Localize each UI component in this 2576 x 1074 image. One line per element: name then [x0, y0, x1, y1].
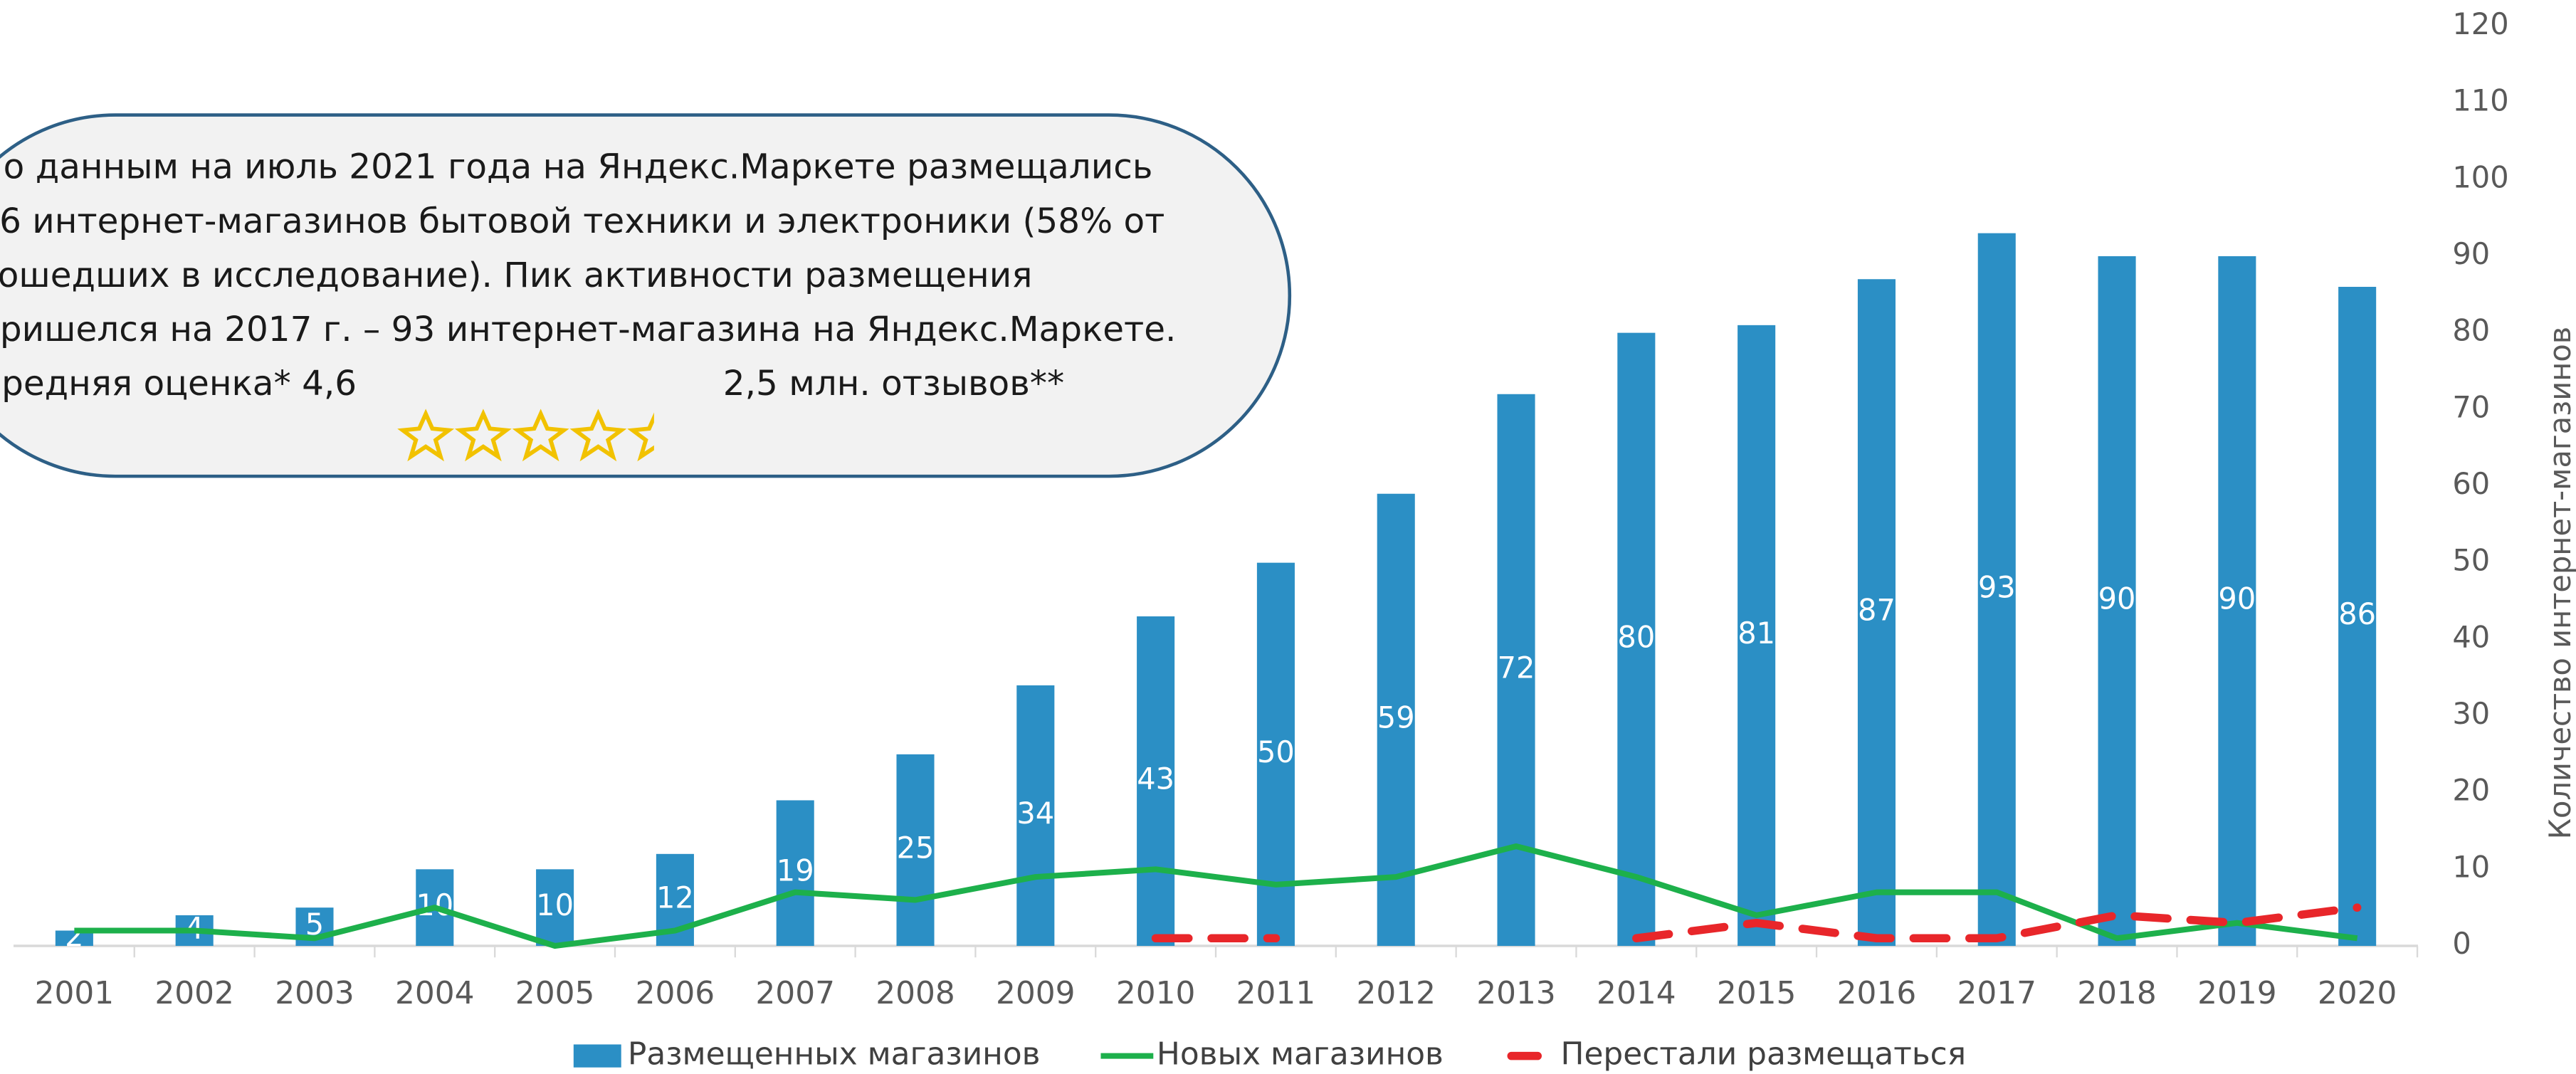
- bar: [896, 754, 935, 947]
- bar: [2338, 287, 2377, 947]
- value-label: 86: [2338, 596, 2376, 631]
- rating-stars: [397, 409, 654, 462]
- bar: [776, 800, 814, 947]
- x-tick-label: 2010: [1116, 975, 1196, 1011]
- x-tick-label: 2007: [755, 975, 835, 1011]
- x-tick-label: 2009: [996, 975, 1076, 1011]
- value-label: 81: [1738, 616, 1775, 651]
- bar: [1617, 332, 1656, 947]
- annotation-line: 86 интернет-магазинов бытовой техники и …: [0, 201, 1165, 241]
- bar: [2218, 256, 2256, 947]
- x-tick-label: 2008: [876, 975, 955, 1011]
- bar: [1137, 616, 1175, 947]
- x-tick-label: 2005: [515, 975, 595, 1011]
- x-tick-label: 2019: [2197, 975, 2277, 1011]
- y-tick-label: 110: [2452, 83, 2508, 118]
- bar: [536, 869, 574, 947]
- x-tick-label: 2006: [636, 975, 715, 1011]
- bar: [55, 930, 93, 947]
- bar: [1016, 685, 1055, 947]
- annotation-box: [0, 113, 1292, 478]
- y-tick-label: 120: [2452, 6, 2508, 41]
- y-tick-label: 90: [2452, 236, 2490, 271]
- value-label: 19: [777, 853, 814, 888]
- annotation-rating: Средняя оценка* 4,6: [0, 364, 357, 404]
- annotation-reviews: 2,5 млн. отзывов**: [723, 364, 1064, 404]
- x-tick-label: 2017: [1957, 975, 2036, 1011]
- annotation-line: пришелся на 2017 г. – 93 интернет-магази…: [0, 310, 1176, 349]
- x-tick-label: 2003: [275, 975, 354, 1011]
- bar: [1977, 233, 2016, 947]
- legend-label: Новых магазинов: [1157, 1036, 1444, 1073]
- y-tick-label: 10: [2452, 849, 2490, 884]
- x-tick-label: 2013: [1476, 975, 1556, 1011]
- bar: [1377, 493, 1415, 947]
- value-label: 90: [2218, 581, 2256, 616]
- y-axis-label: Количество интернет-магазинов: [2543, 327, 2576, 840]
- y-tick-label: 60: [2452, 466, 2490, 501]
- bar: [1497, 394, 1535, 947]
- value-label: 2: [65, 918, 83, 953]
- value-label: 59: [1377, 700, 1415, 735]
- y-tick-label: 100: [2452, 159, 2508, 194]
- y-tick-label: 0: [2452, 926, 2471, 961]
- bar: [1857, 279, 1896, 947]
- value-label: 34: [1016, 796, 1054, 831]
- value-label: 93: [1978, 569, 2016, 604]
- value-label: 43: [1137, 762, 1174, 796]
- annotation-line: вошедших в исследование). Пик активности…: [0, 256, 1032, 295]
- x-tick-label: 2020: [2318, 975, 2397, 1011]
- legend-label: Размещенных магазинов: [628, 1036, 1041, 1073]
- x-tick-label: 2004: [395, 975, 475, 1011]
- value-label: 50: [1257, 735, 1295, 769]
- x-tick-label: 2002: [154, 975, 234, 1011]
- y-tick-label: 40: [2452, 619, 2490, 654]
- x-tick-label: 2018: [2077, 975, 2157, 1011]
- value-label: 10: [536, 888, 574, 922]
- value-label: 90: [2098, 581, 2136, 616]
- y-tick-label: 80: [2452, 313, 2490, 348]
- x-tick-label: 2012: [1356, 975, 1436, 1011]
- x-tick-label: 2014: [1597, 975, 1676, 1011]
- y-tick-label: 70: [2452, 389, 2490, 424]
- value-label: 12: [656, 880, 694, 915]
- annotation-line: По данным на июль 2021 года на Яндекс.Ма…: [0, 147, 1152, 187]
- legend-label: Перестали размещаться: [1561, 1036, 1967, 1073]
- bar: [1738, 325, 1776, 947]
- line: [74, 843, 2358, 949]
- value-label: 87: [1858, 593, 1896, 628]
- x-tick-label: 2015: [1717, 975, 1797, 1011]
- legend-swatch: [573, 1044, 621, 1068]
- y-tick-label: 20: [2452, 773, 2490, 808]
- value-label: 25: [897, 830, 935, 865]
- value-label: 80: [1617, 619, 1655, 654]
- y-tick-label: 50: [2452, 543, 2490, 578]
- value-label: 72: [1498, 650, 1535, 685]
- y-tick-label: 30: [2452, 696, 2490, 731]
- bar: [2098, 256, 2136, 947]
- dashed-line: [1151, 903, 2362, 943]
- x-tick-label: 2001: [35, 975, 115, 1011]
- x-tick-label: 2011: [1236, 975, 1316, 1011]
- x-tick-label: 2016: [1837, 975, 1917, 1011]
